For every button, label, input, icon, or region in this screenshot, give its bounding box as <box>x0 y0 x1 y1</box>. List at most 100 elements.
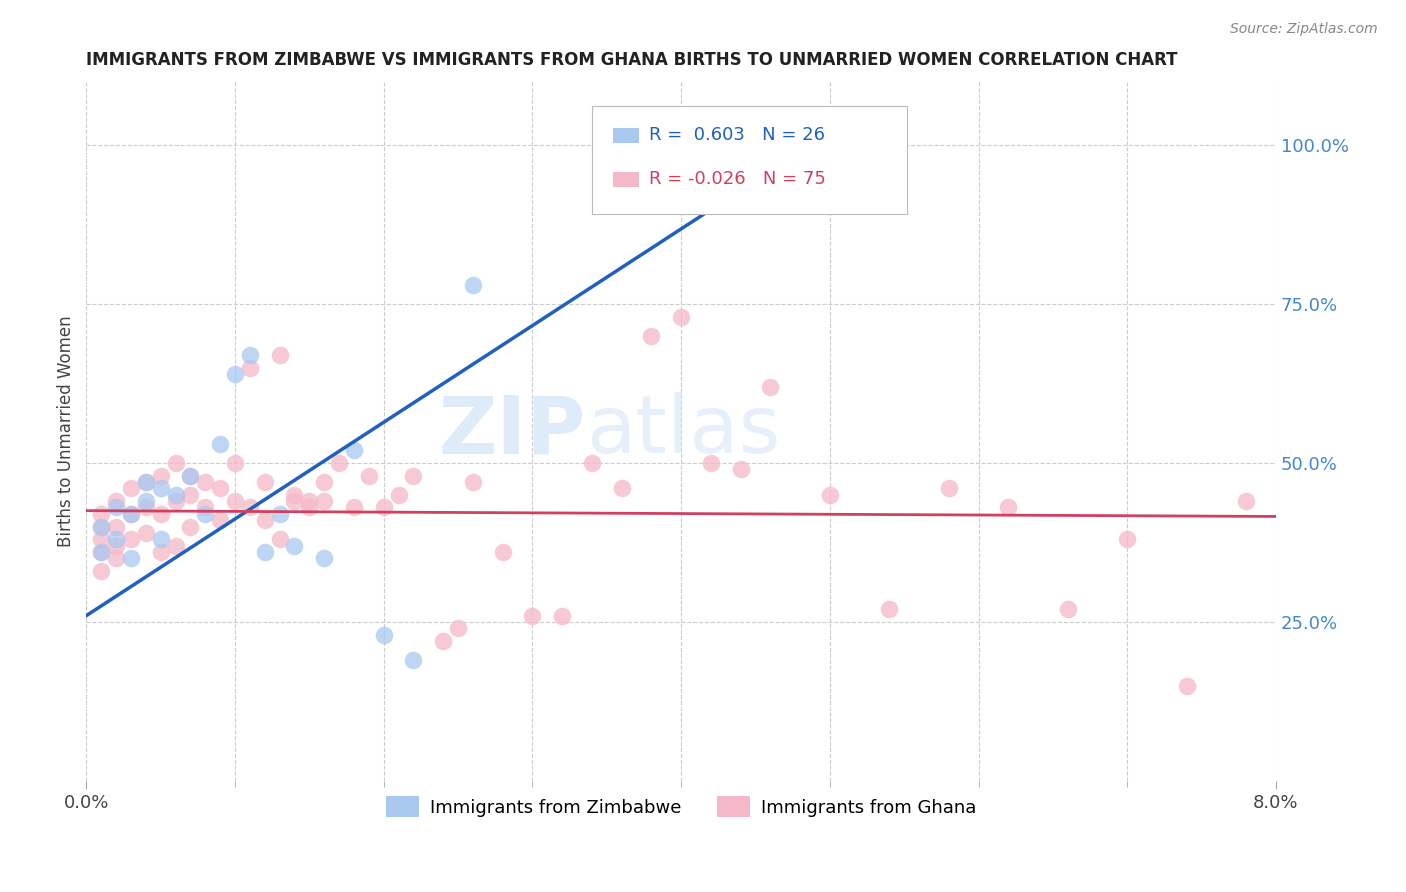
FancyBboxPatch shape <box>592 106 907 214</box>
Point <box>997 500 1019 515</box>
Point <box>818 138 841 153</box>
Point <box>373 500 395 515</box>
Point <box>1175 679 1198 693</box>
Point <box>1324 672 1347 686</box>
Point <box>298 500 321 515</box>
Text: Source: ZipAtlas.com: Source: ZipAtlas.com <box>1230 22 1378 37</box>
Point <box>669 169 692 184</box>
Point <box>194 507 217 521</box>
Point <box>253 513 276 527</box>
Point <box>283 494 305 508</box>
Point <box>357 468 380 483</box>
Point <box>105 533 128 547</box>
Point <box>522 608 544 623</box>
Text: R = -0.026   N = 75: R = -0.026 N = 75 <box>650 170 825 188</box>
Point <box>269 348 291 362</box>
Point <box>328 456 350 470</box>
Point <box>879 602 901 616</box>
Point <box>105 519 128 533</box>
Point <box>461 277 484 292</box>
Point <box>90 519 112 533</box>
Point <box>165 539 187 553</box>
FancyBboxPatch shape <box>613 128 640 143</box>
Point <box>135 475 157 489</box>
Point <box>224 367 246 381</box>
Point <box>165 456 187 470</box>
Point <box>492 545 515 559</box>
Point <box>165 494 187 508</box>
Point <box>209 513 232 527</box>
Point <box>105 494 128 508</box>
Point <box>135 525 157 540</box>
Point <box>120 482 142 496</box>
Point <box>90 507 112 521</box>
Point <box>90 564 112 578</box>
Point <box>224 456 246 470</box>
Point <box>194 475 217 489</box>
Point <box>818 488 841 502</box>
Point <box>1295 723 1317 738</box>
Point <box>239 500 262 515</box>
Point <box>269 507 291 521</box>
Point <box>343 443 366 458</box>
Point <box>149 468 172 483</box>
Point <box>298 494 321 508</box>
Point <box>581 456 603 470</box>
Point <box>700 456 723 470</box>
Point <box>149 482 172 496</box>
Point <box>120 551 142 566</box>
Point <box>90 545 112 559</box>
Point <box>194 500 217 515</box>
Point <box>135 494 157 508</box>
Point <box>105 500 128 515</box>
Point <box>135 500 157 515</box>
Point <box>343 500 366 515</box>
Point <box>314 494 336 508</box>
FancyBboxPatch shape <box>613 171 640 187</box>
Point <box>610 482 633 496</box>
Point <box>253 545 276 559</box>
Point <box>432 634 454 648</box>
Point <box>1056 602 1078 616</box>
Y-axis label: Births to Unmarried Women: Births to Unmarried Women <box>58 316 75 547</box>
Point <box>149 533 172 547</box>
Point <box>387 488 409 502</box>
Point <box>179 488 201 502</box>
Text: ZIP: ZIP <box>439 392 586 470</box>
Point <box>253 475 276 489</box>
Point <box>1116 533 1139 547</box>
Point <box>1384 710 1406 724</box>
Point <box>283 539 305 553</box>
Point <box>1234 494 1257 508</box>
Point <box>461 475 484 489</box>
Point <box>120 507 142 521</box>
Point <box>105 539 128 553</box>
Point <box>149 545 172 559</box>
Text: IMMIGRANTS FROM ZIMBABWE VS IMMIGRANTS FROM GHANA BIRTHS TO UNMARRIED WOMEN CORR: IMMIGRANTS FROM ZIMBABWE VS IMMIGRANTS F… <box>86 51 1178 69</box>
Point <box>402 468 425 483</box>
Point <box>1354 533 1376 547</box>
Legend: Immigrants from Zimbabwe, Immigrants from Ghana: Immigrants from Zimbabwe, Immigrants fro… <box>380 789 983 824</box>
Point <box>730 462 752 476</box>
Point <box>269 533 291 547</box>
Point <box>669 310 692 324</box>
Point <box>224 494 246 508</box>
Point <box>209 482 232 496</box>
Point <box>759 379 782 393</box>
Point <box>179 468 201 483</box>
Point <box>90 519 112 533</box>
Point <box>1369 723 1392 738</box>
Point <box>1384 723 1406 738</box>
Point <box>239 360 262 375</box>
Point <box>179 519 201 533</box>
Point <box>135 475 157 489</box>
Point <box>120 533 142 547</box>
Point <box>314 551 336 566</box>
Point <box>90 545 112 559</box>
Point <box>120 507 142 521</box>
Point <box>640 328 662 343</box>
Point <box>938 482 960 496</box>
Point <box>402 653 425 667</box>
Point <box>90 533 112 547</box>
Point <box>373 628 395 642</box>
